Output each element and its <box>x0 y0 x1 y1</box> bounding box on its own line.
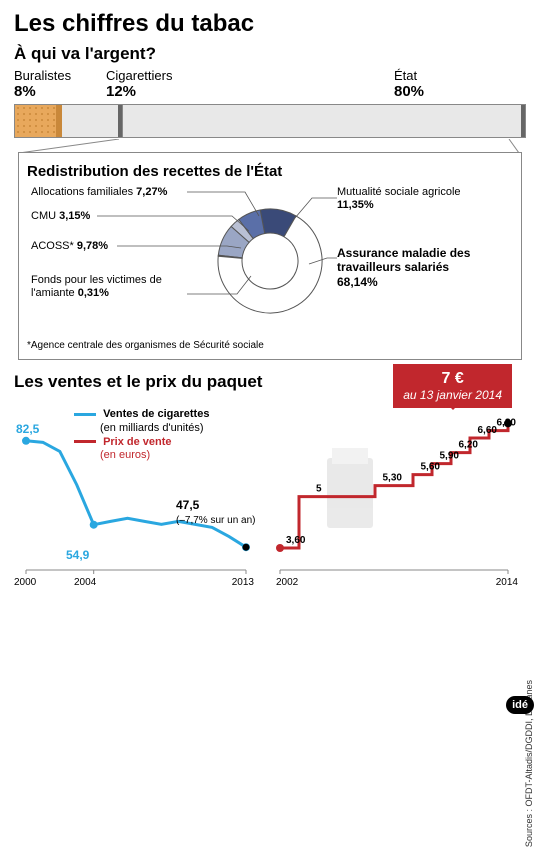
cig-body <box>123 105 525 137</box>
svg-text:6,20: 6,20 <box>459 440 479 451</box>
page-title: Les chiffres du tabac <box>14 10 526 38</box>
seg-cigarettiers-label: Cigarettiers <box>106 68 172 83</box>
svg-text:5,60: 5,60 <box>421 462 441 473</box>
money-distribution-section: À qui va l'argent? Buralistes 8% Cigaret… <box>14 44 526 138</box>
cigarette-bar <box>14 104 526 138</box>
x-2004: 2004 <box>74 577 96 588</box>
svg-text:5,30: 5,30 <box>383 473 403 484</box>
x-2000: 2000 <box>14 577 36 588</box>
price-callout: 7 € au 13 janvier 2014 <box>393 364 512 408</box>
redistribution-box: Redistribution des recettes de l'État Al… <box>18 152 522 360</box>
svg-text:6,80: 6,80 <box>497 418 517 429</box>
redistribution-footnote: *Agence centrale des organismes de Sécur… <box>27 340 513 351</box>
legend-sales-sub: (en milliards d'unités) <box>100 422 204 434</box>
legend-price-sub: (en euros) <box>100 449 150 461</box>
money-subtitle: À qui va l'argent? <box>14 44 526 64</box>
x-2014: 2014 <box>496 577 518 588</box>
legend-price-label: Prix de vente <box>103 436 171 448</box>
seg-etat-pct: 80% <box>394 83 424 100</box>
legend-sales-label: Ventes de cigarettes <box>103 408 209 420</box>
cig-tip <box>62 105 123 137</box>
svg-text:3,60: 3,60 <box>286 535 306 546</box>
svg-text:6,60: 6,60 <box>478 425 498 436</box>
x-2013: 2013 <box>232 577 254 588</box>
legend-price-swatch <box>74 440 96 443</box>
svg-text:5,90: 5,90 <box>440 451 460 462</box>
svg-text:5: 5 <box>316 484 322 495</box>
sales-chart: Ventes de cigarettes (en milliards d'uni… <box>14 398 264 588</box>
ann-sales-start: 82,5 <box>16 422 39 436</box>
x-2002: 2002 <box>276 577 298 588</box>
redistribution-title: Redistribution des recettes de l'État <box>27 163 513 180</box>
seg-buralistes-pct: 8% <box>14 83 36 100</box>
leader-lines <box>27 186 527 336</box>
sales-price-section: Les ventes et le prix du paquet Ventes d… <box>14 372 526 588</box>
ann-sales-end: 47,5 (–7,7% sur un an) <box>176 498 256 526</box>
connector-lines <box>19 139 519 153</box>
cig-filter <box>15 105 56 137</box>
price-chart: 7 € au 13 janvier 2014 3,6055,305,605,90… <box>272 398 522 588</box>
seg-buralistes-label: Buralistes <box>14 68 71 83</box>
legend-sales-swatch <box>74 413 96 416</box>
ide-logo: idé <box>506 696 534 714</box>
ann-sales-low: 54,9 <box>66 548 89 562</box>
seg-cigarettiers-pct: 12% <box>106 83 136 100</box>
seg-etat-label: État <box>394 68 424 83</box>
cigarette-labels: Buralistes 8% Cigarettiers 12% État 80% <box>14 68 526 104</box>
